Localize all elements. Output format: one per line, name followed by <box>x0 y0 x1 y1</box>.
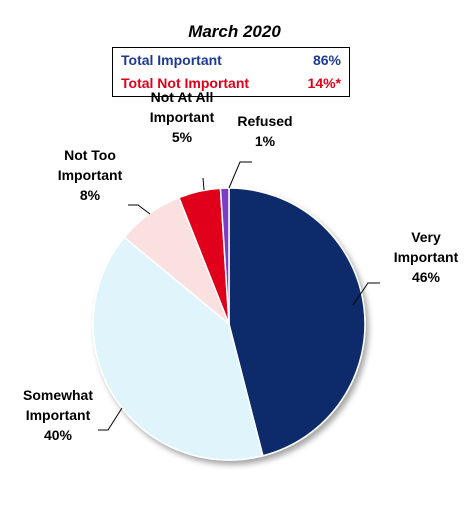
slice-name-label: Not At All <box>151 89 214 105</box>
slice-value-label: 46% <box>412 269 441 285</box>
slice-name-label: Refused <box>237 113 292 129</box>
slice-value-label: 8% <box>80 187 101 203</box>
slice-value-label: 5% <box>172 129 193 145</box>
chart-title: March 2020 <box>188 22 281 41</box>
slice-name-label: Not Too <box>64 147 116 163</box>
leader-line <box>98 407 123 431</box>
summary-value: 86% <box>312 52 341 68</box>
leader-line <box>228 161 252 189</box>
slice-name-label: Important <box>26 407 91 423</box>
leader-line <box>202 177 205 191</box>
pie-slice-refused <box>219 187 230 325</box>
summary-row-total-important: Total Important 86% <box>121 49 341 71</box>
summary-box: Total Important 86% Total Not Important … <box>112 47 350 97</box>
summary-value: 14%* <box>307 75 341 91</box>
slice-value-label: 1% <box>255 133 276 149</box>
slice-name-label: Very <box>411 229 441 245</box>
slice-name-label: Important <box>58 167 123 183</box>
slice-name-label: Important <box>394 249 459 265</box>
leader-line <box>128 204 151 215</box>
pie-slice-somewhat-important <box>92 236 264 461</box>
slice-name-label: Somewhat <box>23 387 93 403</box>
summary-row-total-not-important: Total Not Important 14%* <box>121 72 341 94</box>
slice-name-label: Important <box>150 109 215 125</box>
summary-label: Total Not Important <box>121 75 250 91</box>
pie-slice-very-important <box>228 187 366 457</box>
leader-line <box>352 282 380 306</box>
summary-label: Total Important <box>121 52 222 68</box>
slice-value-label: 40% <box>44 427 73 443</box>
